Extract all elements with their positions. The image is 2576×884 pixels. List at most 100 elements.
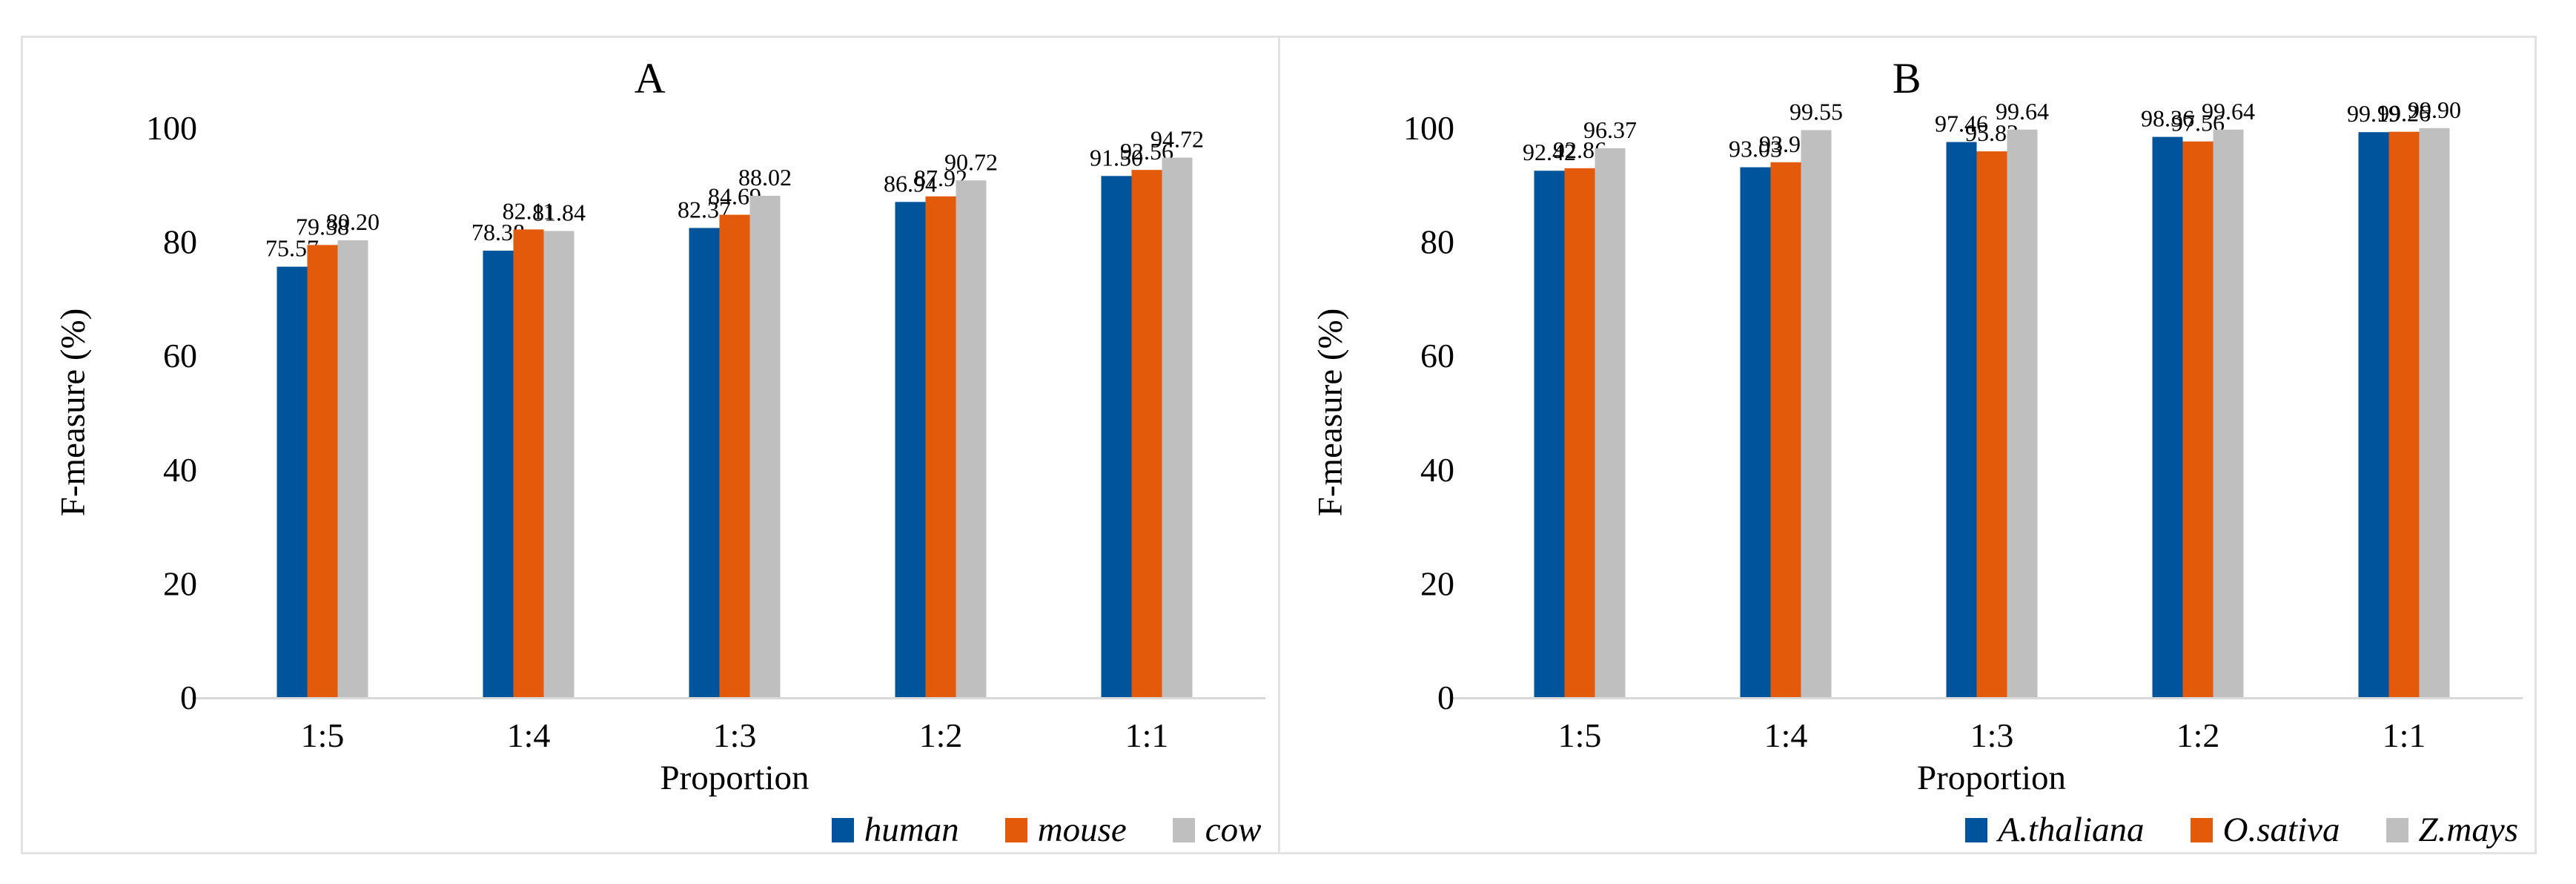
y-tick-label: 40 — [163, 451, 197, 489]
y-axis-title-a: F-measure (%) — [53, 308, 93, 517]
legend-label: cow — [1205, 810, 1262, 849]
y-tick-label: 0 — [1437, 679, 1454, 716]
x-tick-label: 1:2 — [919, 716, 963, 754]
legend-label: human — [864, 810, 959, 849]
bar-value-label: 99.55 — [1789, 98, 1843, 125]
bar-cow-1:2 — [956, 180, 987, 698]
x-tick-label: 1:2 — [2176, 716, 2219, 754]
bar-A.thaliana-1:1 — [2358, 132, 2388, 697]
y-tick-label: 100 — [146, 109, 197, 147]
bar-A.thaliana-1:4 — [1740, 167, 1770, 697]
bar-O.sativa-1:3 — [1976, 151, 2007, 697]
bar-O.sativa-1:2 — [2182, 141, 2213, 697]
y-tick-label: 100 — [1403, 109, 1454, 147]
bar-value-label: 88.02 — [738, 164, 792, 191]
legend-item-O.sativa: O.sativa — [2190, 810, 2340, 849]
bar-value-label: 97.46 — [1935, 110, 1988, 137]
legend-item-A.thaliana: A.thaliana — [1965, 810, 2145, 849]
x-axis-title-b: Proportion — [1916, 759, 2067, 797]
bar-value-label: 98.36 — [2141, 105, 2194, 132]
x-tick-label: 1:1 — [1125, 716, 1169, 754]
bar-value-label: 99.64 — [1996, 98, 2049, 125]
bar-mouse-1:5 — [307, 245, 338, 698]
bar-cow-1:4 — [543, 231, 575, 697]
x-tick-label: 1:3 — [1970, 716, 2013, 754]
bar-Z.mays-1:3 — [2007, 129, 2037, 698]
bar-human-1:2 — [895, 202, 926, 697]
y-tick-label: 60 — [1420, 337, 1454, 375]
y-tick-label: 60 — [163, 337, 197, 375]
bar-O.sativa-1:1 — [2388, 131, 2419, 697]
bar-A.thaliana-1:5 — [1534, 171, 1564, 697]
bar-value-label: 86.94 — [884, 170, 937, 197]
bar-plot-a: 02040608010075.5779.3880.201:578.3882.11… — [146, 109, 1265, 754]
legend-label: mouse — [1037, 810, 1127, 849]
bar-cow-1:1 — [1162, 157, 1193, 697]
bar-value-label: 91.50 — [1090, 144, 1143, 171]
bar-human-1:3 — [689, 228, 720, 697]
x-tick-label: 1:3 — [713, 716, 757, 754]
bar-value-label: 96.37 — [1583, 116, 1637, 143]
bar-value-label: 81.84 — [532, 199, 586, 225]
legend-b: A.thaliana O.sativa Z.mays — [1965, 809, 2518, 851]
bar-cow-1:5 — [337, 240, 368, 698]
bar-value-label: 93.03 — [1729, 136, 1782, 162]
legend-item-human: human — [831, 810, 959, 849]
legend-item-mouse: mouse — [1004, 810, 1127, 849]
legend-swatch-icon — [1965, 817, 1988, 842]
x-tick-label: 1:1 — [2382, 716, 2426, 754]
bar-mouse-1:1 — [1131, 170, 1162, 697]
bar-A.thaliana-1:2 — [2152, 136, 2182, 697]
legend-label: O.sativa — [2222, 810, 2340, 849]
bar-value-label: 82.11 — [503, 197, 555, 224]
y-tick-label: 0 — [180, 679, 197, 716]
bar-Z.mays-1:4 — [1801, 130, 1831, 697]
panel-b-title: B — [1892, 54, 1922, 102]
bar-value-label: 99.90 — [2408, 96, 2461, 123]
bar-value-label: 79.38 — [296, 213, 349, 240]
legend-swatch-icon — [2385, 817, 2408, 842]
x-tick-label: 1:5 — [1557, 716, 1601, 754]
bar-Z.mays-1:5 — [1595, 148, 1625, 697]
bar-value-label: 99.19 — [2347, 100, 2400, 127]
bar-human-1:5 — [277, 266, 308, 697]
bar-cow-1:3 — [749, 196, 781, 697]
x-axis-title-a: Proportion — [660, 759, 809, 797]
legend-swatch-icon — [1004, 817, 1027, 842]
legend-label: Z.mays — [2418, 810, 2518, 849]
bar-O.sativa-1:4 — [1770, 162, 1801, 698]
legend-item-cow: cow — [1172, 810, 1262, 849]
bar-value-label: 94.72 — [1150, 126, 1204, 153]
bar-human-1:4 — [483, 251, 514, 697]
y-tick-label: 80 — [163, 223, 197, 261]
bar-value-label: 90.72 — [944, 148, 998, 175]
bar-mouse-1:4 — [513, 229, 544, 697]
figure-frame: 0 20 40 60 80 100 75.57 79.38 80.20 1:5 78.38 82.11… — [21, 36, 2537, 854]
bar-mouse-1:3 — [719, 214, 750, 697]
panel-a-title: A — [634, 54, 666, 102]
bar-plot-b: 02040608010092.4292.8696.371:593.0393.91… — [1403, 96, 2523, 754]
legend-swatch-icon — [1172, 817, 1195, 842]
bar-Z.mays-1:1 — [2419, 128, 2449, 697]
bar-value-label: 92.42 — [1523, 139, 1576, 165]
bar-value-label: 99.26 — [2377, 100, 2431, 127]
panel-a: 0 20 40 60 80 100 75.57 79.38 80.20 1:5 78.38 82.11… — [23, 38, 1280, 852]
bar-O.sativa-1:5 — [1564, 168, 1595, 697]
y-tick-label: 20 — [1420, 564, 1454, 602]
bar-Z.mays-1:2 — [2213, 129, 2243, 698]
y-tick-label: 80 — [1420, 223, 1454, 261]
x-tick-label: 1:5 — [301, 716, 345, 754]
bar-A.thaliana-1:3 — [1946, 142, 1976, 697]
legend-swatch-icon — [831, 817, 854, 842]
legend-a: human mouse cow — [831, 809, 1262, 851]
y-axis-title-b: F-measure (%) — [1311, 308, 1349, 517]
legend-label: A.thaliana — [1998, 810, 2145, 849]
legend-swatch-icon — [2190, 817, 2213, 842]
y-tick-label: 20 — [163, 564, 197, 602]
bar-human-1:1 — [1101, 176, 1132, 697]
x-tick-label: 1:4 — [507, 716, 551, 754]
bar-value-label: 99.64 — [2202, 98, 2255, 125]
x-tick-label: 1:4 — [1764, 716, 1807, 754]
panel-b: 0 20 40 60 80 100 92.42 92.86 96.37 1:5 93.03 93.91… — [1280, 38, 2535, 852]
